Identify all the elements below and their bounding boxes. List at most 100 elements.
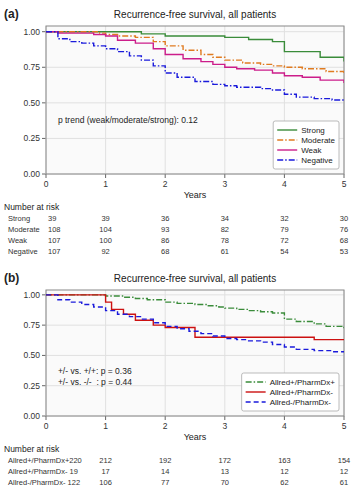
risk-number: 13 (221, 467, 229, 476)
axis-label: Years (184, 190, 207, 200)
plot-area (46, 26, 344, 174)
survival-curve (46, 32, 344, 73)
annotation: p trend (weak/moderate/strong): 0.12 (58, 115, 198, 125)
risk-number: 76 (340, 225, 348, 234)
risk-number: 108 (48, 225, 61, 234)
annotation: +/- vs. +/+: p = 0.36 (58, 366, 132, 376)
legend-entry: Weak (301, 146, 322, 155)
risk-row-label: Weak (8, 236, 27, 245)
legend-entry: Allred+/PharmDx+ (270, 378, 336, 387)
risk-number: 92 (101, 247, 109, 256)
tick-mark (42, 294, 46, 295)
risk-number: 12 (340, 467, 348, 476)
panel: (b)Recurrence-free survival, all patient… (4, 271, 350, 487)
tick-label: 0.75 (23, 62, 40, 72)
data-layer (46, 32, 344, 100)
risk-number: 107 (48, 236, 61, 245)
risk-number: 86 (161, 236, 169, 245)
survival-curve (46, 32, 344, 62)
risk-number: 68 (161, 247, 169, 256)
risk-number: 54 (280, 247, 288, 256)
risk-number: 79 (280, 225, 288, 234)
tick-mark (284, 174, 285, 178)
risk-number: 77 (161, 478, 169, 487)
plot-area (46, 290, 344, 416)
figure: (a) Recurrence-free survival, all patient… (0, 0, 354, 500)
annotation: +/- vs. -/- : p = 0.44 (58, 377, 132, 387)
tick-label: 2 (163, 421, 168, 431)
tick-mark (224, 416, 225, 420)
tick-label: 0 (44, 421, 49, 431)
legend-entry: Negative (301, 156, 333, 165)
risk-number: 172 (219, 456, 232, 465)
risk-number: 61 (340, 478, 348, 487)
risk-row-label: Negative (8, 247, 38, 256)
panel-label: (a) (4, 7, 19, 21)
tick-mark (284, 416, 285, 420)
tick-mark (344, 174, 345, 178)
tick-label: 1 (103, 179, 108, 189)
grid-line (165, 290, 166, 416)
tick-mark (165, 174, 166, 178)
tick-mark (42, 138, 46, 139)
tick-label: 0.50 (23, 98, 40, 108)
legend-entry: Strong (301, 126, 325, 135)
risk-number: 68 (340, 236, 348, 245)
tick-mark (105, 416, 106, 420)
tick-label: 0.00 (23, 411, 40, 421)
tick-mark (42, 102, 46, 103)
tick-label: 0.25 (23, 381, 40, 391)
tick-mark (42, 416, 46, 417)
legend-swatch (246, 391, 266, 392)
risk-number: 82 (221, 225, 229, 234)
tick-mark (224, 174, 225, 178)
survival-curve (46, 295, 344, 340)
plot-frame (46, 290, 344, 416)
risk-table: Number at riskStrong393936343230Moderate… (4, 202, 348, 256)
title: Recurrence-free survival, all patients (114, 9, 276, 20)
legend: StrongModerateWeakNegative (273, 121, 339, 169)
risk-number: 34 (221, 214, 229, 223)
risk-number: 53 (340, 247, 348, 256)
survival-curve (46, 295, 344, 352)
tick-label: 5 (342, 421, 347, 431)
risk-table-title: Number at risk (4, 444, 60, 454)
risk-number: 100 (99, 236, 112, 245)
tick-label: 0.25 (23, 133, 40, 143)
risk-number: 78 (221, 236, 229, 245)
risk-number: 154 (338, 456, 351, 465)
legend-swatch (277, 129, 297, 130)
tick-mark (46, 174, 47, 178)
tick-mark (42, 355, 46, 356)
tick-mark (344, 416, 345, 420)
grid-line (224, 26, 225, 174)
risk-number: 70 (221, 478, 229, 487)
risk-number: 62 (280, 478, 288, 487)
risk-number: 30 (340, 214, 348, 223)
risk-number: 61 (221, 247, 229, 256)
risk-row-label: Allred+/PharmDx- 19 (8, 467, 78, 476)
panel: (a) Recurrence-free survival, all patient… (4, 7, 348, 256)
plot-frame (46, 26, 344, 174)
risk-number: 212 (99, 456, 112, 465)
risk-number: 163 (278, 456, 291, 465)
grid-line (46, 102, 344, 103)
risk-table-title: Number at risk (4, 202, 60, 212)
axis-label: Years (184, 432, 207, 442)
legend-swatch (277, 139, 297, 140)
survival-curve (46, 32, 344, 83)
tick-label: 5 (342, 179, 347, 189)
risk-number: 39 (101, 214, 109, 223)
risk-number: 32 (280, 214, 288, 223)
grid-line (46, 325, 344, 326)
risk-number: 17 (101, 467, 109, 476)
risk-row-label: Strong (8, 214, 30, 223)
title: Recurrence-free survival, all patients (114, 273, 276, 284)
legend-swatch (277, 159, 297, 160)
tick-mark (105, 174, 106, 178)
tick-label: 4 (282, 421, 287, 431)
legend-entry: Allred-/PharmDx- (270, 398, 332, 407)
tick-mark (42, 67, 46, 68)
tick-label: 3 (222, 179, 227, 189)
survival-curve (46, 32, 344, 100)
